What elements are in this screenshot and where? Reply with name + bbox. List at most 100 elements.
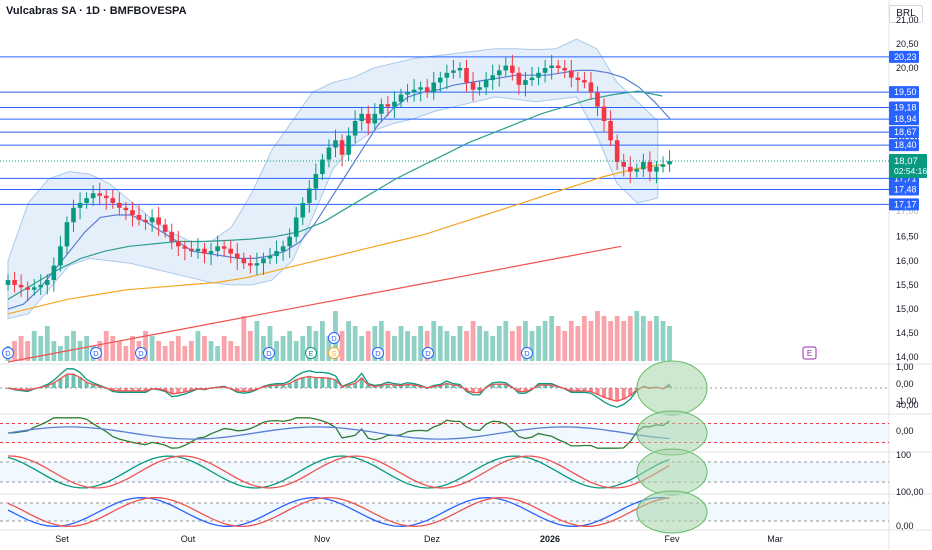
candle-body — [90, 193, 96, 199]
volume-bar — [156, 341, 162, 361]
volume-bar — [25, 341, 31, 361]
histogram-bar — [588, 388, 593, 392]
candle-body — [261, 258, 266, 264]
dividend-marker-label: D — [331, 334, 337, 343]
volume-bar — [562, 331, 568, 361]
volume-bar — [654, 316, 659, 361]
volume-bar — [339, 331, 345, 361]
volume-bar — [405, 331, 410, 361]
candle-body — [58, 246, 63, 266]
candle-body — [77, 202, 83, 208]
volume-bar — [411, 336, 417, 361]
candle-body — [464, 68, 469, 83]
oscillator-tick-label: 0,00 — [896, 426, 914, 436]
volume-bar — [300, 336, 306, 361]
histogram-bar — [97, 386, 102, 388]
volume-bar — [215, 346, 220, 361]
volume-bar — [208, 341, 214, 361]
split-marker-label: S — [331, 349, 336, 358]
histogram-bar — [320, 377, 325, 388]
candle-body — [208, 251, 214, 254]
volume-bar — [536, 326, 541, 361]
dividend-marker-label: D — [266, 349, 272, 358]
candle-body — [431, 82, 437, 93]
candle-body — [405, 92, 410, 95]
level-price-tag — [889, 50, 919, 63]
candle-body — [143, 219, 148, 223]
candle-body — [516, 72, 522, 85]
volume-bar — [470, 321, 476, 361]
candle-body — [162, 224, 168, 232]
candle-body — [588, 82, 594, 93]
split-marker — [328, 347, 340, 359]
candle-body — [293, 217, 299, 237]
histogram-bar — [353, 383, 358, 388]
oscillator-line-a — [7, 455, 670, 489]
volume-bar — [667, 326, 672, 361]
volume-bar — [261, 336, 266, 361]
histogram-bar — [313, 377, 318, 388]
highlight-zone — [636, 448, 708, 496]
level-price-label: 18,94 — [894, 114, 917, 124]
histogram-bar — [71, 374, 76, 388]
dividend-marker — [2, 347, 14, 359]
candle-body — [228, 248, 233, 254]
level-price-label: 20,23 — [894, 52, 917, 62]
candle-body — [45, 280, 50, 285]
histogram-bar — [137, 388, 141, 392]
histogram-bar — [117, 388, 122, 392]
volume-bar — [293, 341, 299, 361]
price-tick-label: 16,00 — [896, 256, 919, 266]
time-axis-label: Out — [181, 534, 196, 544]
volume-bar — [457, 326, 463, 361]
histogram-bar — [595, 388, 600, 395]
level-price-label: 19,18 — [894, 103, 917, 113]
histogram-bar — [497, 383, 502, 388]
volume-bar — [287, 331, 293, 361]
time-axis-label: Set — [55, 534, 69, 544]
volume-bar — [608, 321, 613, 361]
volume-bar — [595, 311, 600, 361]
candle-body — [621, 161, 626, 167]
oscillator-tick-label: -1,00 — [896, 396, 917, 406]
candle-body — [123, 207, 129, 211]
dividend-marker-label: D — [5, 349, 11, 358]
earnings-marker — [305, 347, 317, 359]
histogram-bar — [169, 388, 174, 395]
candle-body — [654, 166, 659, 172]
candle-body — [202, 248, 207, 254]
histogram-bar — [64, 374, 69, 388]
histogram-bar — [536, 384, 541, 388]
level-price-tag — [889, 101, 919, 114]
dividend-marker-label: D — [375, 349, 381, 358]
histogram-bar — [84, 381, 89, 388]
candle-body — [667, 161, 672, 165]
time-axis-label: Fev — [664, 534, 680, 544]
candle-body — [189, 248, 194, 252]
dividend-marker-label: D — [524, 349, 530, 358]
histogram-bar — [307, 375, 312, 388]
histogram-bar — [431, 386, 436, 388]
volume-bar — [51, 341, 57, 361]
level-price-label: 17,71 — [894, 173, 917, 183]
candle-body — [12, 280, 17, 285]
candle-body — [365, 113, 371, 124]
volume-bar — [431, 321, 437, 361]
level-price-label: 17,48 — [894, 184, 917, 194]
volume-bar — [202, 336, 207, 361]
level-price-tag — [889, 183, 919, 196]
volume-bar — [568, 321, 574, 361]
candle-body — [627, 166, 633, 172]
candle-body — [274, 251, 279, 256]
oscillator-line-b — [7, 496, 670, 528]
volume-bar — [254, 321, 260, 361]
histogram-bar — [294, 379, 299, 388]
volume-bar — [116, 341, 122, 361]
histogram-bar — [182, 388, 187, 393]
histogram-bar — [457, 385, 462, 388]
histogram-bar — [274, 384, 279, 388]
volume-bar — [110, 336, 116, 361]
histogram-bar — [189, 388, 194, 391]
